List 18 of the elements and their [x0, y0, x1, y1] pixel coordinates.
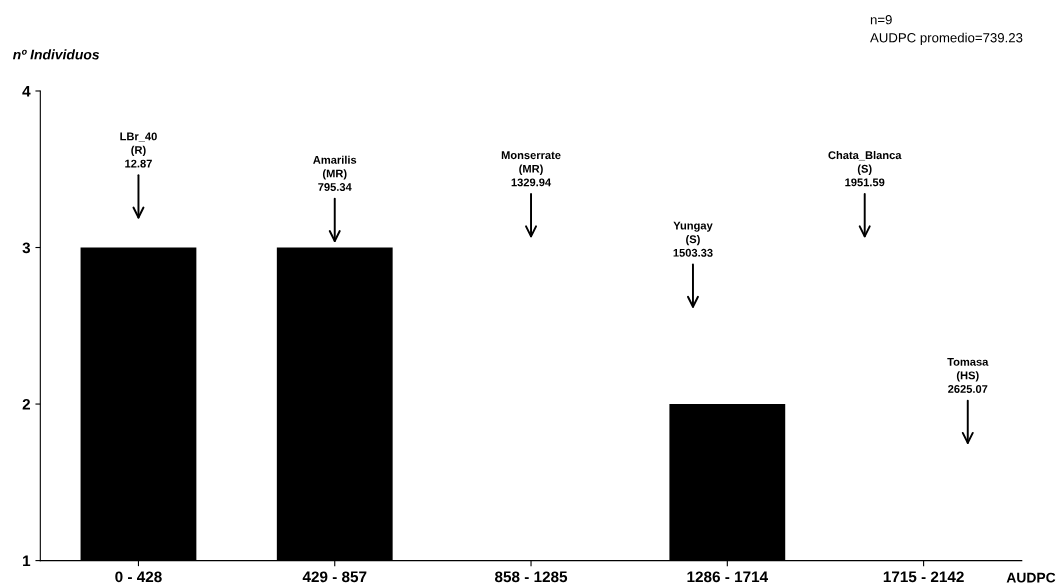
- y-axis-title: nº Individuos: [12, 49, 100, 60]
- annotation: LBr_40 (R) 12.87: [120, 132, 157, 168]
- annotation: Tomasa (HS) 2625.07: [947, 358, 989, 393]
- x-tick-label: 429 - 857: [302, 571, 367, 583]
- text: n=9 AUDPC promedio=739.23: [870, 15, 1023, 46]
- y-tick-label: 1: [23, 555, 31, 567]
- y-tick-label: 2: [22, 398, 30, 410]
- y-tick-label: 3: [22, 242, 31, 254]
- x-tick-label: 0 - 428: [115, 571, 162, 583]
- x-tick-label: 858 - 1285: [494, 571, 568, 583]
- annotation: Monserrate (MR) 1329.94: [501, 151, 561, 187]
- x-axis-title: AUDPC: [1006, 572, 1056, 583]
- x-tick-label: 1715 - 2142: [883, 571, 964, 583]
- annotation: Yungay (S) 1503.33: [673, 221, 713, 257]
- x-tick-label: 1286 - 1714: [687, 571, 769, 583]
- annotation: Amarilis (MR) 795.34: [313, 155, 357, 191]
- annotation: Chata_Blanca (S) 1951.59: [828, 150, 902, 187]
- y-tick-label: 4: [22, 86, 31, 97]
